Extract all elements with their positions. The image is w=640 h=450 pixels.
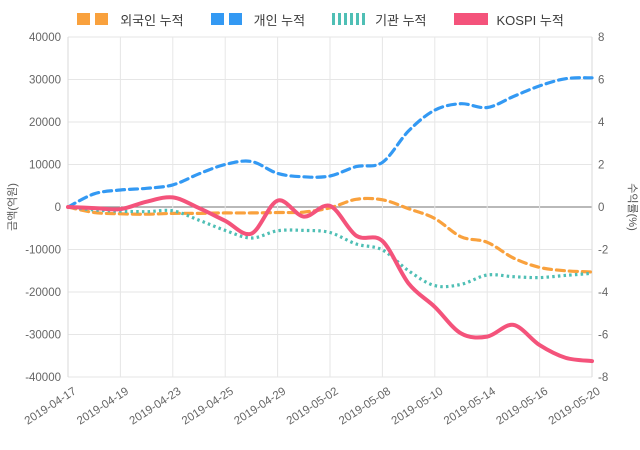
- legend-label: 개인 누적: [253, 12, 306, 28]
- y-axis-left-tick-label: 0: [55, 202, 61, 214]
- y-axis-left-tick-label: -10000: [25, 245, 61, 257]
- y-axis-right-tick-label: -8: [598, 372, 608, 384]
- legend-label: 외국인 누적: [120, 12, 184, 28]
- y-axis-right-tick-label: 0: [598, 202, 604, 214]
- institution-line-swatch-icon: [332, 13, 367, 25]
- legend-item-institution[interactable]: 기관 누적: [331, 10, 427, 29]
- series-lines: [66, 76, 594, 364]
- kospi-line-swatch-icon: [453, 13, 488, 25]
- series-line-institution[interactable]: [67, 205, 593, 289]
- y-axis-left-tick-label: 20000: [29, 117, 61, 129]
- y-axis-right-tick-label: 2: [598, 160, 604, 172]
- series-line-individual[interactable]: [66, 76, 594, 209]
- legend-item-individual[interactable]: 개인 누적: [210, 10, 305, 29]
- y-axis-right-tick-label: -6: [598, 330, 608, 342]
- y-axis-left-tick-label: 10000: [29, 160, 61, 172]
- legend-label: 기관 누적: [375, 12, 427, 28]
- x-axis-tick-label: 2019-05-20: [547, 385, 603, 427]
- y-axis-right-tick-label: 4: [598, 117, 605, 129]
- axis-ticks: 40000 30000 20000 10000 0 -10000 -20000 -30000 -…: [6, 32, 639, 428]
- y-axis-left-tick-label: 30000: [29, 75, 61, 87]
- x-axis-tick-label: 2019-05-02: [285, 385, 341, 427]
- y-axis-left-tick-label: -20000: [25, 287, 61, 299]
- y-axis-left-tick-label: -30000: [25, 330, 61, 342]
- y-axis-right-tick-label: -4: [598, 287, 609, 299]
- series-line-kospi[interactable]: [66, 195, 594, 364]
- legend-item-foreign[interactable]: 외국인 누적: [76, 10, 184, 29]
- x-axis-tick-label: 2019-04-17: [23, 385, 79, 427]
- y-axis-right-tick-label: -2: [598, 245, 608, 257]
- x-axis-tick-label: 2019-05-14: [442, 385, 498, 427]
- individual-line-swatch-icon: [210, 13, 245, 25]
- x-axis-tick-label: 2019-05-08: [337, 385, 393, 427]
- legend: 외국인 누적 개인 누적 기관 누적 KOSPI 누적: [0, 6, 640, 32]
- x-axis-tick-label: 2019-04-29: [232, 385, 288, 427]
- x-axis-tick-label: 2019-04-19: [75, 385, 131, 427]
- foreign-line-swatch-icon: [77, 13, 112, 25]
- legend-label: KOSPI 누적: [496, 12, 564, 28]
- y-axis-left-tick-label: 40000: [29, 32, 61, 44]
- y-axis-right-tick-label: 8: [598, 32, 604, 44]
- x-axis-tick-label: 2019-05-16: [494, 385, 550, 427]
- x-axis-tick-label: 2019-04-23: [128, 385, 184, 427]
- x-axis-tick-label: 2019-05-10: [390, 385, 446, 427]
- y-axis-right-title: 수익률(%): [626, 183, 639, 230]
- y-axis-left-title: 금액(억원): [6, 183, 19, 231]
- y-axis-right-tick-label: 6: [598, 75, 604, 87]
- legend-item-kospi[interactable]: KOSPI 누적: [453, 10, 564, 29]
- x-axis-tick-label: 2019-04-25: [180, 385, 236, 427]
- y-axis-left-tick-label: -40000: [25, 372, 61, 384]
